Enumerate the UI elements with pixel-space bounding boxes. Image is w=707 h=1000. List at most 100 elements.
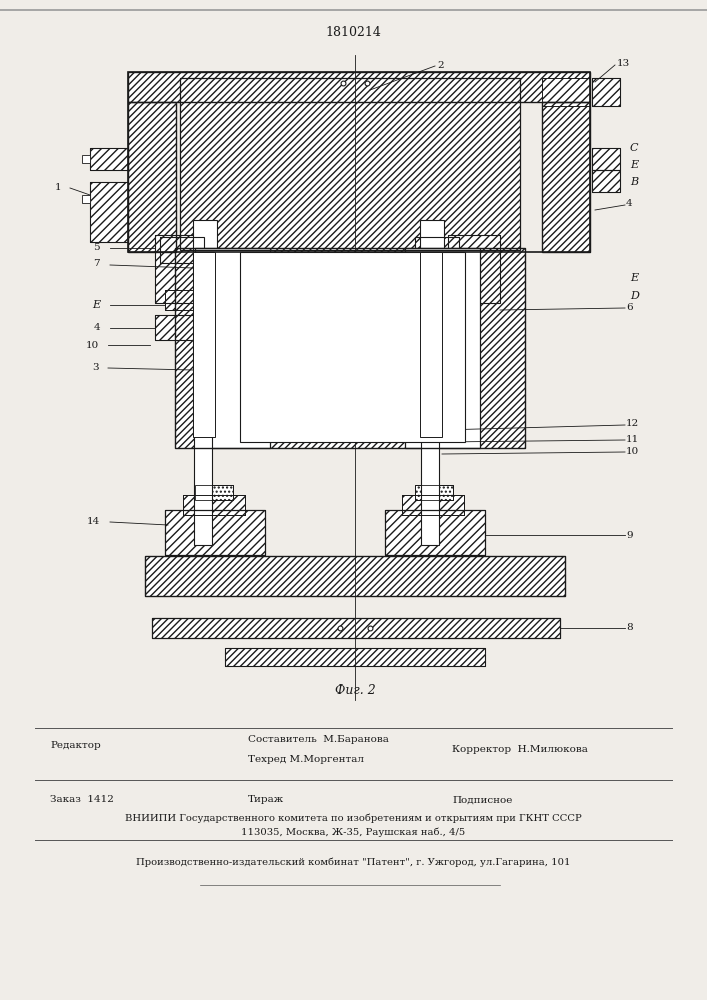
Text: 7: 7	[93, 259, 100, 268]
Bar	[592, 148, 620, 170]
Text: 10: 10	[626, 446, 639, 456]
Bar	[160, 237, 204, 263]
Text: 14: 14	[87, 518, 100, 526]
Text: 4: 4	[626, 200, 633, 209]
Bar	[183, 495, 245, 515]
Bar	[145, 556, 565, 596]
Bar	[240, 252, 465, 442]
Text: E: E	[630, 160, 638, 170]
Bar	[160, 237, 204, 263]
Text: Фиг. 2: Фиг. 2	[334, 684, 375, 696]
Text: 3: 3	[93, 363, 99, 372]
Text: 10: 10	[86, 340, 99, 350]
Bar	[385, 510, 485, 555]
Bar	[155, 235, 207, 303]
Bar	[128, 102, 176, 252]
Bar	[195, 485, 233, 500]
Bar	[90, 182, 128, 242]
Bar	[402, 495, 464, 515]
Bar	[90, 148, 128, 170]
Bar	[128, 72, 590, 102]
Text: 13: 13	[617, 60, 630, 68]
Bar	[180, 78, 520, 250]
Bar	[155, 315, 207, 340]
Bar	[592, 78, 620, 106]
Bar	[225, 648, 485, 666]
Bar	[128, 72, 590, 102]
Bar	[592, 170, 620, 192]
Bar	[195, 485, 233, 500]
Text: B: B	[630, 177, 638, 187]
Bar	[82, 155, 90, 163]
Bar	[415, 315, 467, 340]
Bar	[415, 237, 459, 263]
Text: 11: 11	[626, 434, 639, 444]
Bar	[193, 220, 217, 435]
Text: Подписное: Подписное	[452, 796, 513, 804]
Text: Корректор  Н.Милюкова: Корректор Н.Милюкова	[452, 746, 588, 754]
Bar	[175, 248, 525, 448]
Bar	[82, 195, 90, 203]
Text: 5: 5	[93, 243, 100, 252]
Bar	[165, 510, 265, 555]
Bar	[194, 435, 212, 545]
Bar	[180, 78, 520, 250]
Text: 1: 1	[54, 184, 62, 192]
Bar	[542, 102, 590, 252]
Bar	[423, 290, 458, 310]
Bar	[183, 495, 245, 515]
Bar	[415, 315, 467, 340]
Bar	[128, 102, 176, 252]
Bar	[155, 235, 207, 303]
Bar	[128, 72, 590, 252]
Bar	[542, 102, 590, 252]
Text: 1810214: 1810214	[325, 26, 381, 39]
Bar	[225, 648, 485, 666]
Text: 6: 6	[626, 304, 633, 312]
Bar	[165, 510, 265, 555]
Bar	[165, 290, 200, 310]
Bar	[592, 78, 620, 106]
Bar	[420, 252, 442, 437]
Bar	[415, 485, 453, 500]
Text: D: D	[630, 291, 639, 301]
Bar	[405, 248, 480, 448]
Bar	[90, 148, 128, 170]
Text: E: E	[92, 300, 100, 310]
Bar	[448, 235, 500, 303]
Text: 12: 12	[626, 420, 639, 428]
Bar	[152, 618, 560, 638]
Text: 4: 4	[93, 324, 100, 332]
Text: Производственно-издательский комбинат "Патент", г. Ужгород, ул.Гагарина, 101: Производственно-издательский комбинат "П…	[136, 857, 571, 867]
Bar	[415, 237, 459, 263]
Bar	[152, 618, 560, 638]
Bar	[421, 435, 439, 545]
Text: Заказ  1412: Заказ 1412	[50, 796, 114, 804]
Text: E: E	[630, 273, 638, 283]
Bar	[448, 235, 500, 303]
Text: C: C	[630, 143, 638, 153]
Text: 2: 2	[437, 60, 443, 70]
Text: 8: 8	[626, 624, 633, 633]
Bar	[402, 495, 464, 515]
Bar	[145, 556, 565, 596]
Bar	[175, 248, 525, 448]
Bar	[423, 290, 458, 310]
Text: Составитель  М.Баранова: Составитель М.Баранова	[248, 736, 389, 744]
Bar	[195, 248, 270, 448]
Bar	[592, 170, 620, 192]
Text: 9: 9	[626, 530, 633, 540]
Bar	[415, 485, 453, 500]
Text: Редактор: Редактор	[50, 740, 101, 750]
Bar	[193, 252, 215, 437]
Bar	[165, 290, 200, 310]
Bar	[542, 78, 590, 106]
Bar	[90, 182, 128, 242]
Text: Тираж: Тираж	[248, 796, 284, 804]
Text: Техред М.Моргентал: Техред М.Моргентал	[248, 756, 364, 764]
Text: 113035, Москва, Ж-35, Раушская наб., 4/5: 113035, Москва, Ж-35, Раушская наб., 4/5	[241, 827, 465, 837]
Bar	[385, 510, 485, 555]
Text: ВНИИПИ Государственного комитета по изобретениям и открытиям при ГКНТ СССР: ВНИИПИ Государственного комитета по изоб…	[124, 813, 581, 823]
Bar	[420, 220, 444, 435]
Bar	[155, 315, 207, 340]
